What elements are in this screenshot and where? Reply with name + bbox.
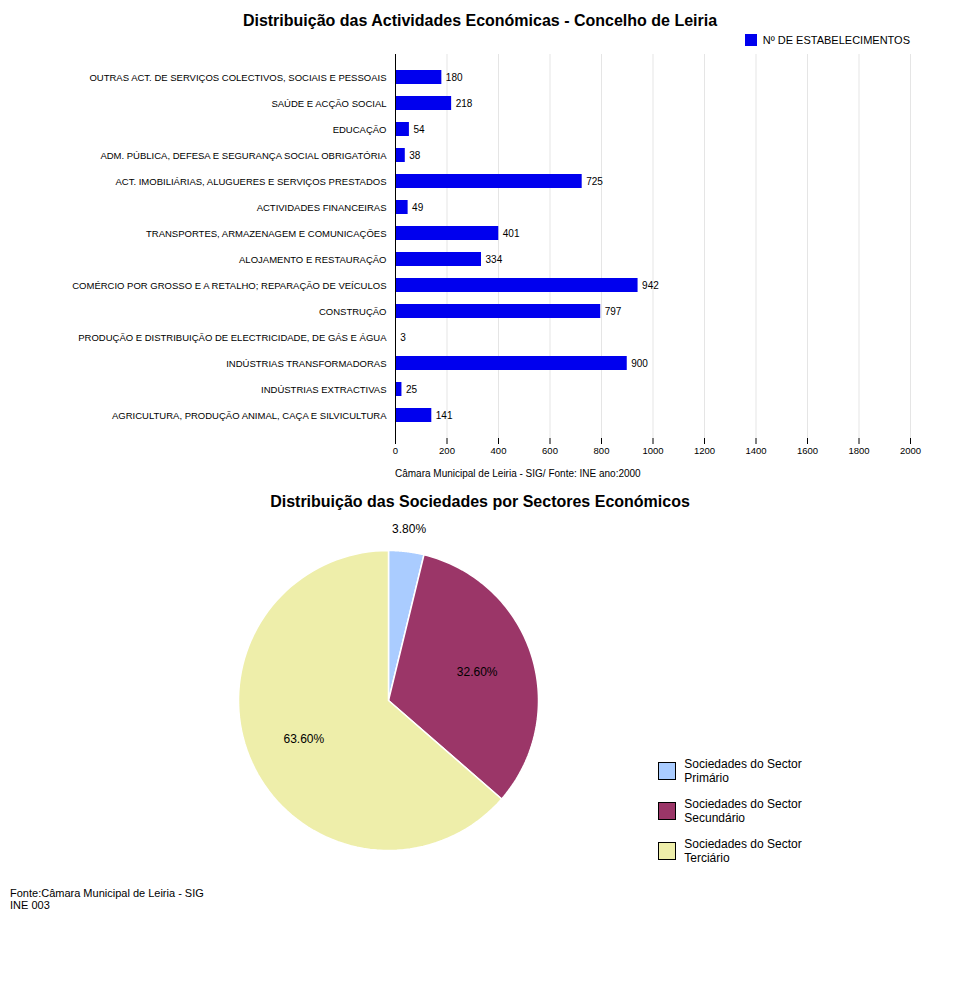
html-text:Fonte:Câmara Municipal de Leir: Fonte:Câmara Municipal de Leiria - SIG I… <box>10 887 204 911</box>
svg-text:32.60%: 32.60% <box>457 665 498 679</box>
svg-text:ACT. IMOBILIÁRIAS, ALUGUERES E: ACT. IMOBILIÁRIAS, ALUGUERES E SERVIÇOS … <box>115 176 386 187</box>
svg-text:180: 180 <box>446 72 463 83</box>
svg-text:1400: 1400 <box>745 445 766 456</box>
svg-text:EDUCAÇÃO: EDUCAÇÃO <box>333 124 387 135</box>
html-text:Nº DE ESTABELECIMENTOS: Nº DE ESTABELECIMENTOS <box>762 34 910 46</box>
svg-text:1000: 1000 <box>642 445 663 456</box>
html-text:Sociedades do Sector Primário: Sociedades do Sector Primário <box>684 757 802 785</box>
svg-text:1200: 1200 <box>694 445 715 456</box>
svg-text:600: 600 <box>542 445 558 456</box>
html-text:Distribuição das Actividades E: Distribuição das Actividades Económicas … <box>242 12 718 29</box>
svg-text:2000: 2000 <box>900 445 921 456</box>
svg-text:AGRICULTURA, PRODUÇÃO ANIMAL,: AGRICULTURA, PRODUÇÃO ANIMAL, CAÇA E SIL… <box>112 410 387 421</box>
svg-text:725: 725 <box>586 176 603 187</box>
svg-text:942: 942 <box>642 280 659 291</box>
svg-text:CONSTRUÇÃO: CONSTRUÇÃO <box>319 306 387 317</box>
svg-text:3: 3 <box>400 332 406 343</box>
svg-text:1600: 1600 <box>797 445 818 456</box>
svg-text:334: 334 <box>486 254 503 265</box>
svg-text:49: 49 <box>412 202 424 213</box>
svg-text:INDÚSTRIAS TRANSFORMADORAS: INDÚSTRIAS TRANSFORMADORAS <box>226 358 386 369</box>
html-text:Sociedades do Sector Secundári: Sociedades do Sector Secundário <box>684 797 802 825</box>
html-text:Sociedades do Sector Terciário: Sociedades do Sector Terciário <box>684 837 802 865</box>
svg-text:54: 54 <box>413 124 425 135</box>
svg-text:0: 0 <box>393 445 398 456</box>
html-text:Distribuição das Sociedades po: Distribuição das Sociedades por Sectores… <box>270 493 690 510</box>
svg-text:SAÚDE E ACÇÃO SOCIAL: SAÚDE E ACÇÃO SOCIAL <box>271 98 386 109</box>
html-text:Câmara Municipal de Leiria - S: Câmara Municipal de Leiria - SIG/ Fonte:… <box>395 468 641 479</box>
svg-text:63.60%: 63.60% <box>284 732 325 746</box>
svg-text:38: 38 <box>409 150 421 161</box>
svg-text:141: 141 <box>436 410 453 421</box>
svg-text:400: 400 <box>491 445 507 456</box>
svg-text:3.80%: 3.80% <box>392 522 426 536</box>
svg-text:ACTIVIDADES FINANCEIRAS: ACTIVIDADES FINANCEIRAS <box>257 202 387 213</box>
svg-text:ALOJAMENTO E RESTAURAÇÃO: ALOJAMENTO E RESTAURAÇÃO <box>239 254 386 265</box>
svg-text:INDÚSTRIAS EXTRACTIVAS: INDÚSTRIAS EXTRACTIVAS <box>261 384 386 395</box>
svg-text:800: 800 <box>594 445 610 456</box>
svg-text:TRANSPORTES, ARMAZENAGEM E COM: TRANSPORTES, ARMAZENAGEM E COMUNICAÇÕES <box>146 228 387 239</box>
svg-text:PRODUÇÃO E DISTRIBUIÇÃO DE ELE: PRODUÇÃO E DISTRIBUIÇÃO DE ELECTRICIDADE… <box>78 332 387 343</box>
svg-text:401: 401 <box>503 228 520 239</box>
svg-text:COMÉRCIO POR GROSSO E A RETALH: COMÉRCIO POR GROSSO E A RETALHO; REPARAÇ… <box>72 280 386 291</box>
svg-text:218: 218 <box>456 98 473 109</box>
svg-text:900: 900 <box>631 358 648 369</box>
svg-text:1800: 1800 <box>848 445 869 456</box>
svg-text:ADM. PÚBLICA, DEFESA E SEGURAN: ADM. PÚBLICA, DEFESA E SEGURANÇA SOCIAL … <box>100 150 387 161</box>
svg-text:25: 25 <box>406 384 418 395</box>
svg-text:797: 797 <box>605 306 622 317</box>
svg-text:200: 200 <box>439 445 455 456</box>
svg-text:OUTRAS ACT. DE SERVIÇOS COLECT: OUTRAS ACT. DE SERVIÇOS COLECTIVOS, SOCI… <box>89 72 386 83</box>
